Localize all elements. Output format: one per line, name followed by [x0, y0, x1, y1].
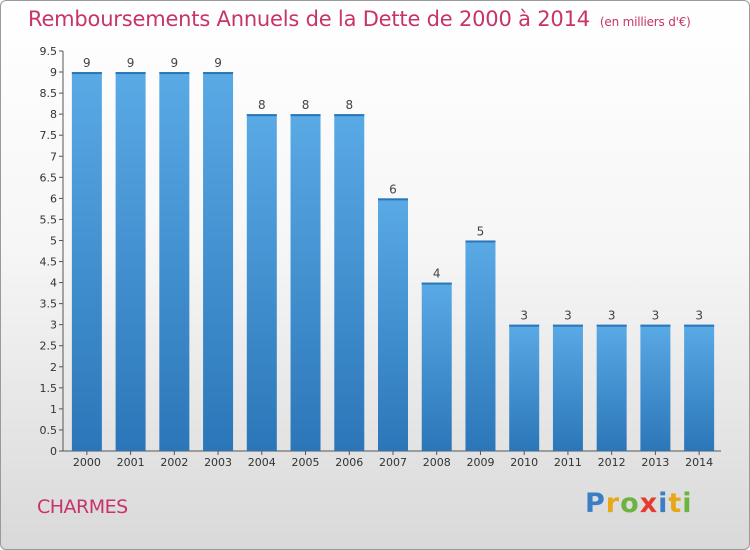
y-tick-label: 5.5: [40, 213, 58, 226]
x-tick-label-2005: 2005: [292, 456, 320, 469]
bar-2005: [290, 114, 321, 451]
bar-2009: [465, 240, 496, 451]
town-name: CHARMES: [37, 496, 128, 518]
y-tick-label: 4.5: [40, 256, 58, 269]
data-label-2010: 3: [520, 309, 528, 323]
data-label-2003: 9: [214, 56, 222, 70]
data-label-2012: 3: [608, 309, 616, 323]
data-label-2009: 5: [477, 224, 485, 238]
y-tick-label: 2.5: [40, 340, 58, 353]
bar-top-edge: [684, 324, 715, 327]
y-tick-label: 8: [50, 108, 57, 121]
x-tick-label-2011: 2011: [554, 456, 582, 469]
x-tick-label-2009: 2009: [466, 456, 494, 469]
data-label-2002: 9: [171, 56, 179, 70]
y-tick-label: 1: [50, 403, 57, 416]
y-tick-label: 9: [50, 66, 57, 79]
data-label-2014: 3: [695, 309, 703, 323]
y-tick-label: 3: [50, 319, 57, 332]
bar-2003: [203, 72, 234, 451]
bar-2001: [115, 72, 146, 451]
bar-top-edge: [421, 282, 452, 285]
data-label-2008: 4: [433, 267, 441, 281]
y-tick-label: 7.5: [40, 129, 58, 142]
bar-2007: [378, 198, 408, 451]
x-tick-label-2007: 2007: [379, 456, 407, 469]
x-tick-label-2012: 2012: [598, 456, 626, 469]
bar-2002: [159, 72, 190, 451]
y-tick-label: 9.5: [40, 45, 58, 58]
bar-top-edge: [334, 114, 365, 117]
bar-top-edge: [465, 240, 496, 243]
data-label-2013: 3: [652, 309, 660, 323]
data-label-2011: 3: [564, 309, 572, 323]
bar-2014: [684, 324, 715, 451]
y-tick-label: 6.5: [40, 171, 58, 184]
bar-top-edge: [509, 324, 540, 327]
data-label-2005: 8: [302, 98, 310, 112]
y-tick-label: 1.5: [40, 382, 58, 395]
chart-title-text: Remboursements Annuels de la Dette de 20…: [28, 7, 590, 31]
y-tick-label: 8.5: [40, 87, 58, 100]
bar-top-edge: [115, 72, 146, 75]
bar-2013: [640, 324, 671, 451]
logo-letter: i: [682, 488, 693, 519]
y-tick-label: 4: [50, 277, 57, 290]
proxiti-logo: Proxiti: [585, 488, 693, 519]
logo-letter: r: [605, 488, 621, 519]
logo-letter: t: [668, 488, 683, 519]
bar-top-edge: [378, 198, 408, 201]
bar-top-edge: [596, 324, 627, 327]
x-tick-label-2004: 2004: [248, 456, 276, 469]
data-label-2000: 9: [83, 56, 91, 70]
x-tick-label-2013: 2013: [641, 456, 669, 469]
bar-top-edge: [203, 72, 234, 75]
data-label-2001: 9: [127, 56, 135, 70]
bar-2004: [246, 114, 277, 451]
bar-top-edge: [246, 114, 277, 117]
logo-letter: i: [658, 488, 669, 519]
y-tick-label: 6: [50, 192, 57, 205]
logo-letter: o: [620, 488, 640, 519]
bar-top-edge: [290, 114, 321, 117]
x-tick-label-2000: 2000: [73, 456, 101, 469]
logo-letter: P: [585, 488, 606, 519]
logo-letter: x: [639, 488, 659, 519]
x-tick-label-2003: 2003: [204, 456, 232, 469]
x-tick-label-2001: 2001: [117, 456, 145, 469]
bar-top-edge: [159, 72, 190, 75]
bar-2012: [596, 324, 627, 451]
data-label-2006: 8: [345, 98, 353, 112]
y-tick-label: 0: [50, 445, 57, 458]
bar-top-edge: [552, 324, 583, 327]
bar-2006: [334, 114, 365, 451]
x-tick-label-2002: 2002: [160, 456, 188, 469]
y-tick-label: 7: [50, 150, 57, 163]
data-label-2007: 6: [389, 182, 397, 196]
x-tick-label-2006: 2006: [335, 456, 363, 469]
y-tick-label: 3.5: [40, 298, 58, 311]
data-label-2004: 8: [258, 98, 266, 112]
x-tick-label-2010: 2010: [510, 456, 538, 469]
bar-2011: [552, 324, 583, 451]
y-tick-label: 5: [50, 234, 57, 247]
bar-top-edge: [640, 324, 671, 327]
x-tick-label-2008: 2008: [423, 456, 451, 469]
bar-2010: [509, 324, 540, 451]
chart-title: Remboursements Annuels de la Dette de 20…: [28, 7, 691, 31]
bar-top-edge: [71, 72, 102, 75]
bar-2000: [71, 72, 102, 451]
chart-subtitle: (en milliers d'€): [599, 15, 691, 29]
x-tick-label-2014: 2014: [685, 456, 713, 469]
bar-2008: [421, 282, 452, 451]
y-tick-label: 2: [50, 361, 57, 374]
y-tick-label: 0.5: [40, 424, 58, 437]
